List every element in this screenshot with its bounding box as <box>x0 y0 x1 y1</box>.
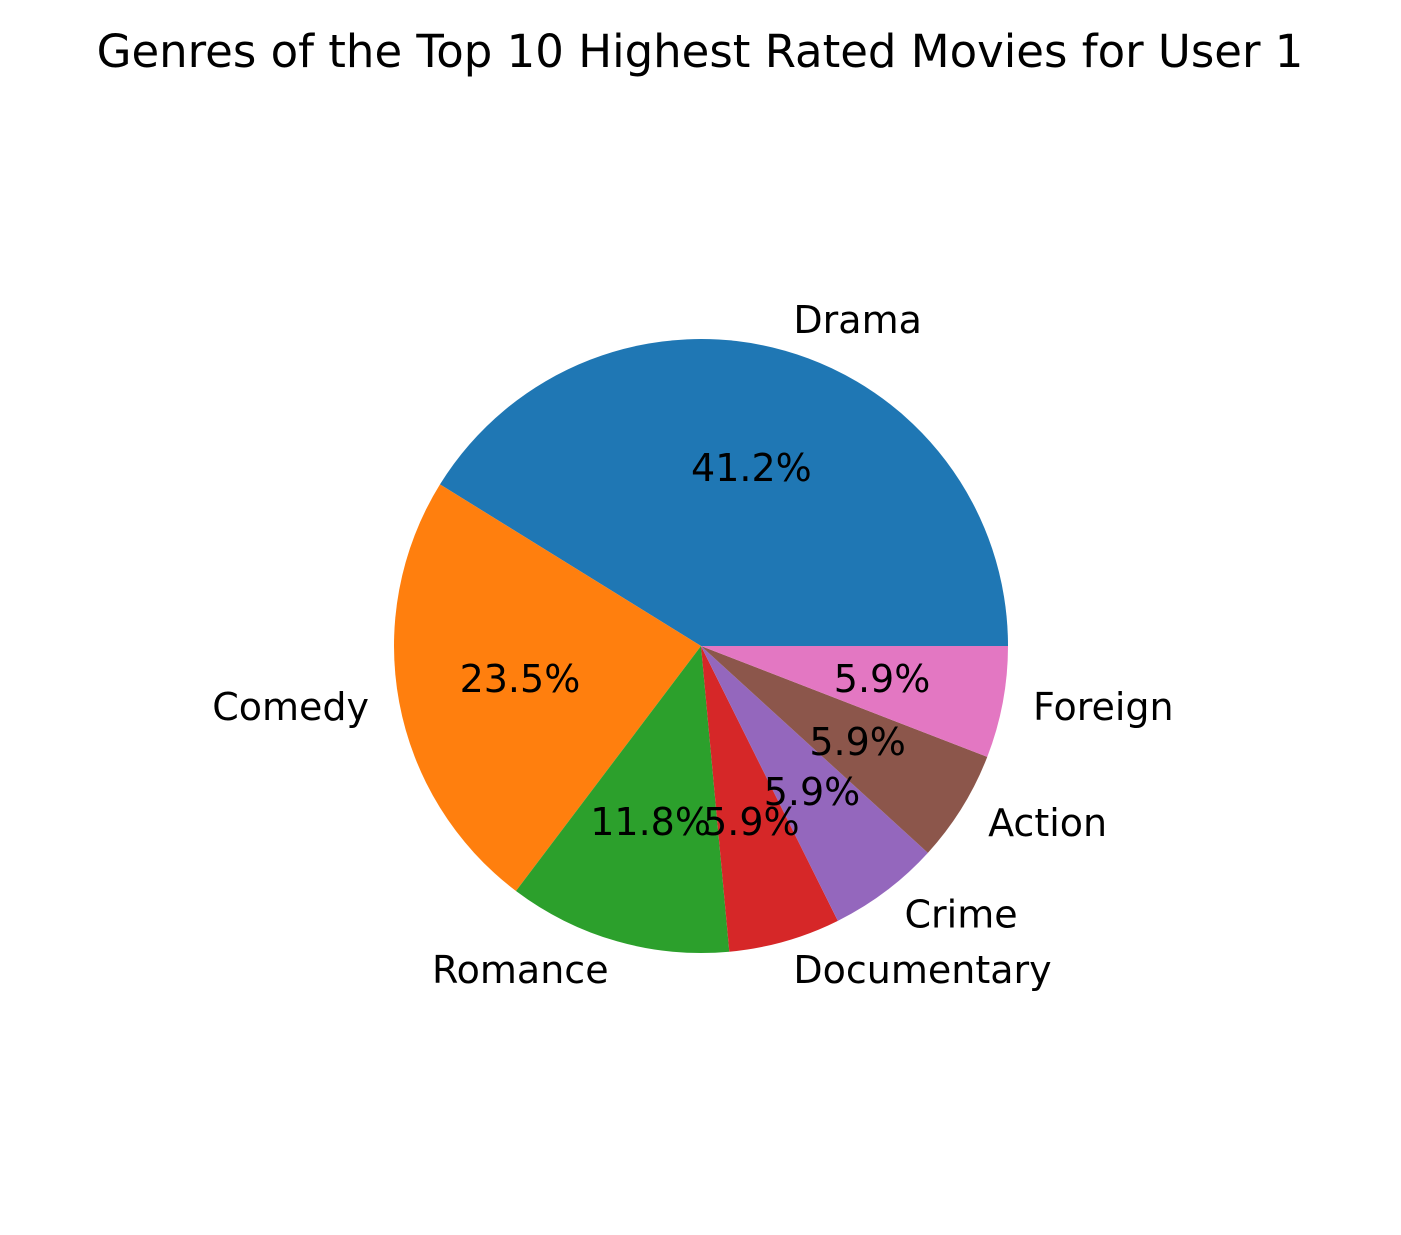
pie-percent-label-romance: 11.8% <box>590 800 711 844</box>
pie-slice-action <box>701 646 988 853</box>
pie-percent-labels: 41.2%23.5%11.8%5.9%5.9%5.9%5.9% <box>460 446 931 844</box>
pie-percent-label-comedy: 23.5% <box>460 657 581 701</box>
pie-slices <box>393 338 1009 953</box>
pie-category-label-foreign: Foreign <box>1033 685 1174 729</box>
pie-slice-comedy <box>393 484 701 891</box>
pie-category-label-romance: Romance <box>432 948 609 992</box>
pie-slice-foreign <box>701 646 1008 757</box>
pie-percent-label-action: 5.9% <box>809 720 906 764</box>
pie-slice-drama <box>439 338 1009 646</box>
pie-percent-label-crime: 5.9% <box>764 770 861 814</box>
pie-category-label-documentary: Documentary <box>793 948 1051 992</box>
pie-percent-label-foreign: 5.9% <box>834 657 931 701</box>
pie-percent-label-drama: 41.2% <box>691 446 812 490</box>
chart-title: Genres of the Top 10 Highest Rated Movie… <box>97 25 1304 78</box>
pie-slice-documentary <box>701 646 838 952</box>
pie-slice-crime <box>701 646 928 921</box>
pie-category-label-drama: Drama <box>793 298 921 342</box>
pie-category-label-action: Action <box>988 801 1107 845</box>
pie-category-label-crime: Crime <box>905 892 1018 936</box>
pie-category-label-comedy: Comedy <box>212 685 369 729</box>
pie-percent-label-documentary: 5.9% <box>703 800 800 844</box>
pie-category-labels: Drama Comedy Romance Documentary Crime Action… <box>212 298 1173 992</box>
pie-slice-romance <box>515 646 730 953</box>
